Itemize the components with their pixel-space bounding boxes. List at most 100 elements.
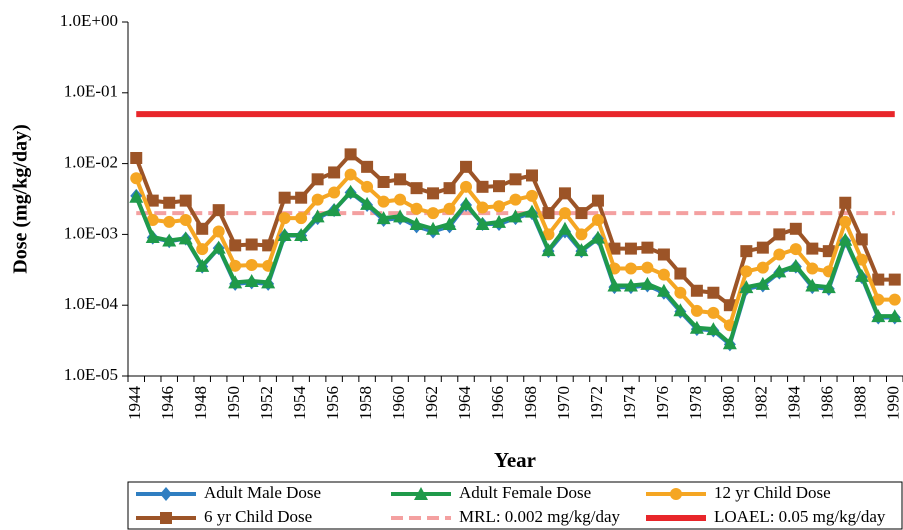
point bbox=[376, 211, 391, 225]
point bbox=[493, 200, 506, 213]
point bbox=[674, 267, 687, 280]
point bbox=[311, 193, 324, 206]
point bbox=[508, 209, 523, 223]
point bbox=[410, 182, 423, 195]
x-tick-label: 1956 bbox=[323, 386, 342, 420]
point bbox=[788, 258, 803, 272]
point bbox=[590, 230, 605, 244]
x-tick-label: 1950 bbox=[224, 386, 243, 420]
point bbox=[146, 213, 159, 226]
point bbox=[772, 264, 787, 278]
x-tick-label: 1978 bbox=[686, 386, 705, 420]
point bbox=[839, 215, 852, 228]
legend-label: 12 yr Child Dose bbox=[714, 483, 831, 502]
x-tick-label: 1954 bbox=[290, 386, 309, 421]
point bbox=[443, 182, 456, 195]
y-tick-label: 1.0E-01 bbox=[64, 82, 118, 101]
x-tick-label: 1962 bbox=[422, 386, 441, 420]
point bbox=[871, 309, 886, 323]
point bbox=[393, 209, 408, 223]
point bbox=[311, 173, 324, 186]
point bbox=[575, 207, 588, 220]
point bbox=[394, 193, 407, 206]
point bbox=[245, 258, 258, 271]
point bbox=[277, 228, 292, 242]
point bbox=[722, 336, 737, 350]
point bbox=[707, 306, 720, 319]
x-tick-label: 1976 bbox=[653, 386, 672, 420]
point bbox=[657, 268, 670, 281]
point bbox=[607, 278, 622, 292]
legend-marker bbox=[160, 487, 172, 501]
point bbox=[706, 322, 721, 336]
point bbox=[756, 261, 769, 274]
point bbox=[806, 262, 819, 275]
point bbox=[443, 202, 456, 215]
point bbox=[558, 187, 571, 200]
point bbox=[674, 286, 687, 299]
x-tick-label: 1958 bbox=[356, 386, 375, 420]
point bbox=[689, 320, 704, 334]
y-tick-label: 1.0E-02 bbox=[64, 153, 118, 172]
legend-label: Adult Female Dose bbox=[459, 483, 591, 502]
point bbox=[509, 193, 522, 206]
point bbox=[624, 242, 637, 255]
x-tick-label: 1974 bbox=[620, 386, 639, 421]
point bbox=[821, 280, 836, 294]
x-tick-label: 1970 bbox=[554, 386, 573, 420]
point bbox=[591, 213, 604, 226]
point bbox=[492, 214, 507, 228]
point bbox=[575, 228, 588, 241]
y-axis-label: Dose (mg/kg/day) bbox=[10, 124, 32, 273]
point bbox=[361, 180, 374, 193]
point bbox=[839, 196, 852, 209]
point bbox=[294, 228, 309, 242]
y-tick-label: 1.0E+00 bbox=[60, 11, 118, 30]
point bbox=[690, 284, 703, 297]
point bbox=[558, 207, 571, 220]
point bbox=[591, 194, 604, 207]
point bbox=[673, 303, 688, 317]
point bbox=[789, 243, 802, 256]
point bbox=[278, 212, 291, 225]
point bbox=[377, 175, 390, 188]
x-tick-label: 1966 bbox=[488, 386, 507, 420]
point bbox=[295, 212, 308, 225]
point bbox=[574, 243, 589, 257]
y-tick-label: 1.0E-04 bbox=[64, 294, 119, 313]
x-tick-label: 1972 bbox=[587, 386, 606, 420]
legend-label: MRL: 0.002 mg/kg/day bbox=[459, 507, 621, 526]
point bbox=[740, 265, 753, 278]
point bbox=[459, 196, 474, 210]
point bbox=[756, 241, 769, 254]
point bbox=[310, 209, 325, 223]
legend-box bbox=[127, 481, 903, 530]
x-tick-label: 1952 bbox=[257, 386, 276, 420]
point bbox=[476, 201, 489, 214]
x-tick-label: 1980 bbox=[719, 386, 738, 420]
point bbox=[460, 160, 473, 173]
legend-label: 6 yr Child Dose bbox=[204, 507, 312, 526]
point bbox=[641, 241, 654, 254]
point bbox=[146, 194, 159, 207]
point bbox=[344, 148, 357, 161]
point bbox=[690, 304, 703, 317]
point bbox=[212, 225, 225, 238]
point bbox=[360, 196, 375, 210]
point bbox=[887, 309, 902, 323]
point bbox=[542, 207, 555, 220]
point bbox=[163, 215, 176, 228]
point bbox=[178, 231, 193, 245]
point bbox=[262, 239, 275, 252]
point bbox=[755, 276, 770, 290]
point bbox=[739, 280, 754, 294]
legend-label: Adult Male Dose bbox=[204, 483, 321, 502]
point bbox=[806, 242, 819, 255]
point bbox=[130, 172, 143, 185]
point bbox=[410, 202, 423, 215]
x-tick-label: 1986 bbox=[818, 386, 837, 420]
legend-marker bbox=[414, 487, 428, 500]
point bbox=[261, 275, 276, 289]
